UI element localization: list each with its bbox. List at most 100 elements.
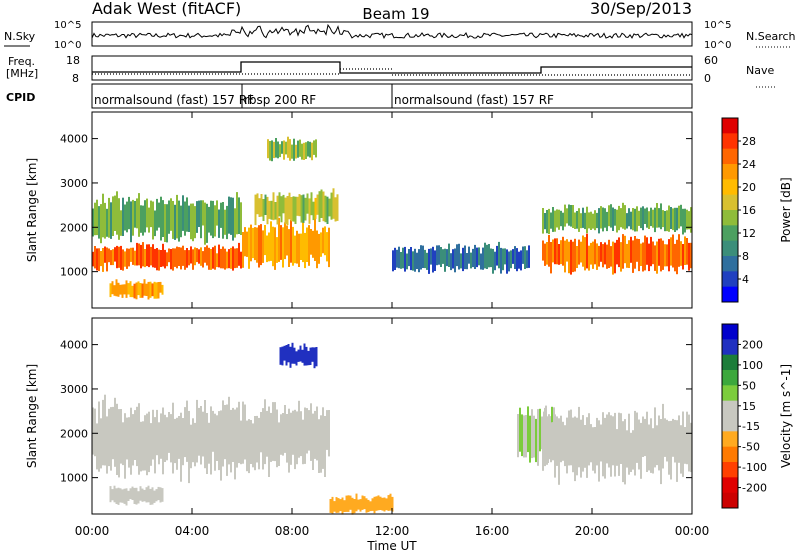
data-region: [254, 188, 339, 226]
colorbar-swatch: [722, 271, 738, 288]
x-tick-label: 16:00: [475, 524, 510, 538]
cpid-mode-label: normalsound (fast) 157 RF: [394, 93, 554, 107]
data-region: [279, 342, 318, 369]
colorbar-swatch: [722, 286, 738, 303]
data-region: [242, 399, 330, 477]
y-tick-label: 3000: [60, 383, 88, 396]
colorbar-swatch: [722, 370, 738, 386]
y-tick-label: 1000: [60, 266, 88, 279]
noise-left-tick-top: 10^5: [54, 20, 81, 31]
colorbar-tick-label: 28: [742, 135, 756, 148]
colorbar-tick-label: -15: [742, 420, 760, 433]
velocity-colorbar-label: Velocity [m s^-1]: [779, 364, 793, 468]
cpid-mode-label: rbsp 200 RF: [244, 93, 316, 107]
colorbar-swatch: [722, 179, 738, 196]
colorbar-tick-label: 24: [742, 158, 756, 171]
velocity-panel: 1000 2000 3000 4000 Slant Range [km] 200 100…: [25, 317, 793, 515]
x-tick-label: 00:00: [675, 524, 710, 538]
freq-left-tick-top: 18: [66, 54, 80, 67]
x-tick-label: 12:00: [375, 524, 410, 538]
time-axis: 00:00 04:00 08:00 12:00 16:00 20:00 00:00: [75, 112, 710, 538]
colorbar-swatch: [722, 240, 738, 257]
colorbar-tick-label: 4: [742, 273, 749, 286]
colorbar-swatch: [722, 194, 738, 211]
velocity-ylabel: Slant Range [km]: [25, 364, 39, 468]
colorbar-swatch: [722, 400, 738, 417]
y-tick-label: 2000: [60, 221, 88, 234]
data-region: [109, 279, 164, 300]
colorbar-tick-label: 20: [742, 181, 756, 194]
x-tick-label: 08:00: [275, 524, 310, 538]
colorbar-swatch: [722, 477, 738, 494]
colorbar-tick-label: 50: [742, 379, 756, 392]
colorbar-swatch: [722, 225, 738, 242]
frequency-trace: [92, 61, 692, 74]
freq-right-tick-top: 60: [704, 54, 718, 67]
date-label: 30/Sep/2013: [590, 0, 692, 18]
colorbar-swatch: [722, 354, 738, 371]
freq-left-tick-bottom: 8: [72, 72, 79, 85]
colorbar-tick-label: 100: [742, 359, 763, 372]
noise-right-tick-bottom: 10^0: [704, 40, 731, 51]
colorbar-tick-label: 12: [742, 227, 756, 240]
colorbar-swatch: [722, 416, 738, 432]
data-region: [542, 403, 692, 485]
colorbar-frame: [721, 323, 739, 509]
nave-label: Nave: [746, 64, 774, 77]
colorbar-swatch: [722, 492, 738, 509]
data-region: [92, 394, 242, 484]
colorbar-swatch: [722, 462, 738, 478]
noise-right-label: N.Search: [746, 30, 796, 43]
noise-left-tick-bottom: 10^0: [54, 40, 81, 51]
station-title: Adak West (fitACF): [92, 0, 241, 18]
colorbar-tick-label: -200: [742, 482, 767, 495]
power-colorbar-label: Power [dB]: [779, 177, 793, 242]
noise-panel: N.Sky 10^5 10^0 10^5 10^0 N.Search: [4, 20, 796, 51]
colorbar-tick-label: -50: [742, 441, 760, 454]
colorbar-tick-label: 200: [742, 338, 763, 351]
data-region: [92, 242, 242, 272]
colorbar-swatch: [722, 164, 738, 180]
data-region: [392, 241, 530, 274]
colorbar-swatch: [722, 324, 738, 340]
noise-sky-trace: [91, 23, 693, 40]
colorbar-swatch: [722, 118, 738, 134]
freq-right-tick-bottom: 0: [704, 72, 711, 85]
y-tick-label: 4000: [60, 133, 88, 146]
freq-label-2: [MHz]: [6, 67, 38, 80]
noise-right-tick-top: 10^5: [704, 20, 731, 31]
colorbar-tick-label: 15: [742, 400, 756, 413]
colorbar-swatch: [722, 148, 738, 165]
colorbar-tick-label: -100: [742, 461, 767, 474]
y-tick-label: 4000: [60, 339, 88, 352]
y-tick-label: 2000: [60, 427, 88, 440]
colorbar-swatch: [722, 256, 738, 272]
colorbar-tick-label: 8: [742, 250, 749, 263]
colorbar-swatch: [722, 385, 738, 402]
data-region: [542, 233, 692, 275]
power-ylabel: Slant Range [km]: [25, 158, 39, 262]
beam-label: Beam 19: [362, 5, 429, 23]
x-tick-label: 04:00: [175, 524, 210, 538]
time-axis-label: Time UT: [366, 539, 417, 553]
freq-label-1: Freq.: [8, 55, 35, 68]
y-tick-label: 3000: [60, 177, 88, 190]
colorbar-swatch: [722, 133, 738, 150]
x-tick-label: 00:00: [75, 524, 110, 538]
colorbar-swatch: [722, 446, 738, 463]
y-tick-label: 1000: [60, 472, 88, 485]
power-panel: 1000 2000 3000 4000 Slant Range [km] 28 24 20…: [25, 111, 793, 309]
cpid-label: CPID: [6, 91, 35, 104]
colorbar-tick-label: 16: [742, 204, 756, 217]
data-region: [109, 485, 164, 506]
noise-left-label: N.Sky: [4, 30, 36, 43]
data-region: [329, 493, 394, 515]
x-tick-label: 20:00: [575, 524, 610, 538]
frequency-panel: Freq. [MHz] 18 8 60 0 Nave: [6, 54, 776, 88]
colorbar-swatch: [722, 431, 738, 448]
cpid-mode-label: normalsound (fast) 157 RF: [94, 93, 254, 107]
data-region: [267, 136, 317, 162]
colorbar-swatch: [722, 210, 738, 226]
